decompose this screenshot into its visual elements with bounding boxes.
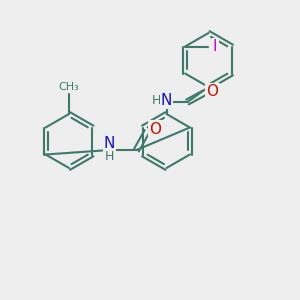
Text: N: N [161, 93, 172, 108]
Text: O: O [206, 84, 218, 99]
Text: H: H [105, 150, 114, 163]
Text: CH₃: CH₃ [58, 82, 80, 92]
Text: H: H [151, 94, 161, 107]
Text: N: N [104, 136, 115, 151]
Text: I: I [213, 39, 218, 54]
Text: O: O [149, 122, 161, 136]
